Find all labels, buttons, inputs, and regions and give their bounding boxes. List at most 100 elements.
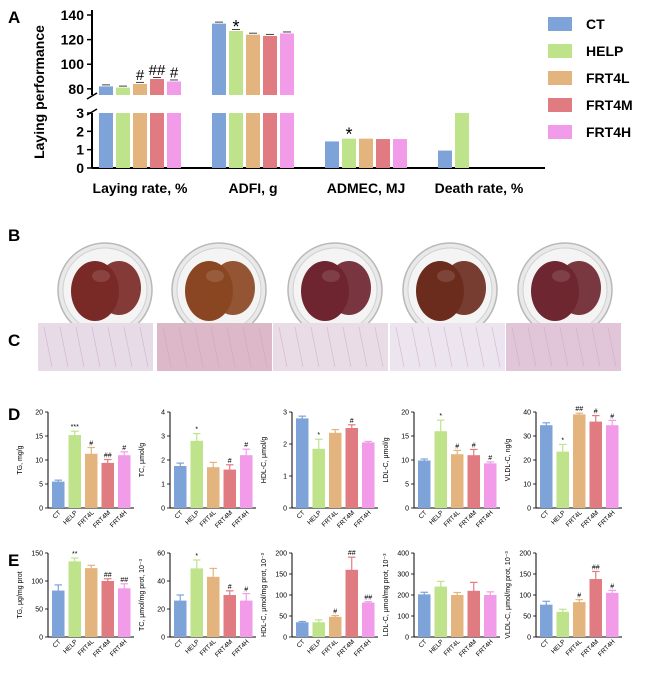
x-tick-label: FRT4M <box>580 509 600 529</box>
significance-mark: ## <box>364 595 372 602</box>
tissue-texture <box>178 326 188 368</box>
significance-mark: * <box>345 125 352 145</box>
bar-frt4h <box>484 463 497 508</box>
tissue-texture <box>294 326 304 368</box>
y-tick-label: 5 <box>405 482 409 489</box>
bar-frt4h <box>606 425 619 508</box>
bar-ct-lower <box>99 113 113 168</box>
tissue-texture <box>342 326 352 368</box>
bar-frt4m <box>223 469 236 508</box>
tissue-texture <box>374 326 384 368</box>
significance-mark: # <box>228 584 232 591</box>
y-tick-label: 150 <box>275 572 287 579</box>
bar-frt4m <box>589 421 602 508</box>
legend-swatch-help <box>548 44 572 58</box>
y-tick-label: 200 <box>519 551 531 558</box>
significance-mark: # <box>610 413 614 420</box>
bar-ct <box>99 86 113 95</box>
tissue-texture <box>575 326 585 368</box>
tissue-texture <box>559 326 569 368</box>
y-tick-label: 20 <box>401 410 409 417</box>
significance-mark: # <box>228 458 232 465</box>
bar-frt4h <box>606 592 619 637</box>
bar-help <box>455 113 469 168</box>
tissue-texture <box>527 326 537 368</box>
significance-mark: ## <box>104 572 112 579</box>
bar-help <box>342 138 356 168</box>
y-tick-label: 15 <box>35 434 43 441</box>
y-tick-label: 100 <box>397 614 409 621</box>
y-tick-label: 100 <box>61 56 85 72</box>
bar-ct <box>52 481 65 508</box>
legend-swatch-frt4h <box>548 125 572 139</box>
tissue-texture <box>75 326 85 368</box>
bar-frt4h <box>280 33 294 95</box>
bar-ct <box>418 594 431 637</box>
significance-mark: # <box>244 442 248 449</box>
y-tick-label: 100 <box>519 593 531 600</box>
y-tick-label: 0 <box>39 506 43 513</box>
tissue-texture <box>543 326 553 368</box>
significance-mark: # <box>577 593 581 600</box>
tissue-texture <box>278 326 288 368</box>
bar-help <box>434 431 447 508</box>
bar-frt4h-lower <box>167 113 181 168</box>
bar-frt4l <box>451 595 464 637</box>
bar-frt4h <box>362 442 375 508</box>
x-tick-label: FRT4H <box>597 509 617 529</box>
liver-lobe-right <box>442 261 486 315</box>
liver-lobe-right <box>97 261 141 315</box>
y-tick-label: 4 <box>161 410 165 417</box>
bar-ct <box>325 141 339 168</box>
x-tick-label: FRT4H <box>475 509 495 529</box>
x-tick-label: FRT4M <box>92 638 112 658</box>
bar-frt4m-lower <box>263 113 277 168</box>
x-tick-label: FRT4M <box>458 509 478 529</box>
tissue-texture <box>258 326 268 368</box>
y-tick-label: 3 <box>161 434 165 441</box>
x-tick-label: CT <box>418 509 429 520</box>
significance-mark: # <box>594 409 598 416</box>
liver-highlight <box>552 270 570 282</box>
y-axis-label: VLDL-C, μmol/mg prot, 10⁻³ <box>505 551 512 639</box>
y-tick-label: 0 <box>39 635 43 642</box>
liver-highlight <box>206 270 224 282</box>
tissue-texture <box>475 326 485 368</box>
bar-frt4m <box>467 455 480 508</box>
bar-ct <box>418 460 431 508</box>
bar-frt4m <box>345 428 358 508</box>
significance-mark: # <box>472 442 476 449</box>
tissue-texture <box>139 326 149 368</box>
significance-mark: ## <box>592 564 600 571</box>
tissue-texture <box>226 326 236 368</box>
y-tick-label: 0 <box>76 160 84 176</box>
significance-mark: # <box>122 445 126 452</box>
x-tick-label: CT <box>296 509 307 520</box>
y-axis-label: VLDL-C, ng/g <box>505 439 512 482</box>
bar-ct <box>296 622 309 637</box>
significance-mark: # <box>89 441 93 448</box>
bar-ct-lower <box>212 113 226 168</box>
laying-performance-chart: 80 100 120 140 0 1 2 3 Laying performance Laying … <box>31 7 633 196</box>
x-tick-label: FRT4H <box>109 638 129 658</box>
y-axis-label: HDL-C, μmol/g <box>261 437 268 484</box>
x-tick-label: CT <box>296 638 307 649</box>
category-label: Laying rate, % <box>93 180 188 196</box>
bar-frt4l <box>207 467 220 508</box>
panel-letter-a: A <box>8 8 20 27</box>
bar-frt4l <box>359 138 373 168</box>
x-tick-label: FRT4M <box>214 509 234 529</box>
significance-mark: ## <box>104 453 112 460</box>
bar-help <box>229 31 243 95</box>
x-tick-label: CT <box>52 509 63 520</box>
bar-frt4l <box>207 576 220 637</box>
y-axis-label: TC, μmol/g <box>139 443 146 477</box>
y-tick-label: 2 <box>283 442 287 449</box>
significance-mark: ## <box>348 550 356 557</box>
y-axis-label: TC, μmol/mg prot, 10⁻³ <box>139 558 146 631</box>
category-label: ADMEC, MJ <box>327 180 406 196</box>
